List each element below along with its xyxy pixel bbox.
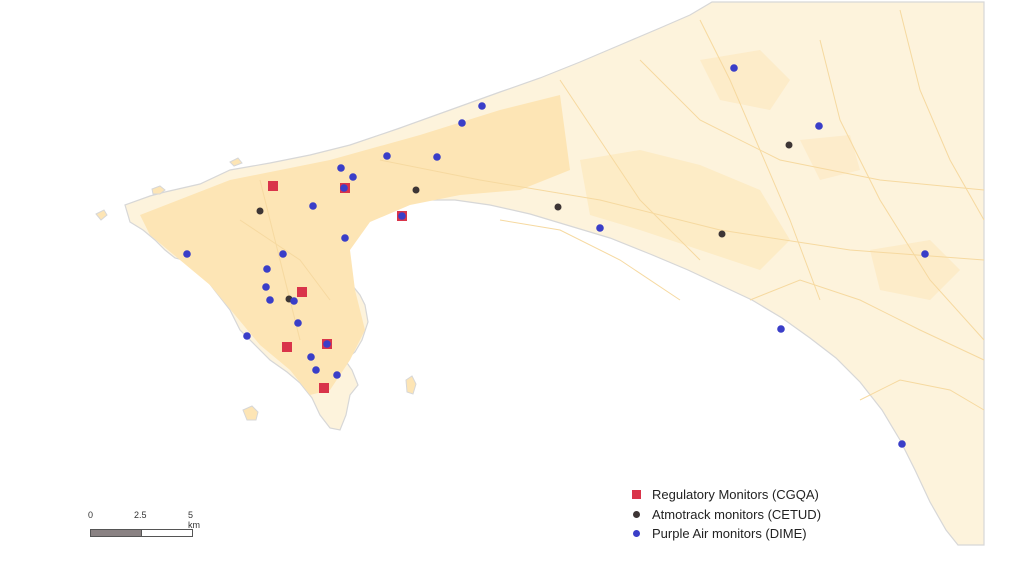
island-goree	[405, 375, 417, 395]
legend-label-atmotrack: Atmotrack monitors (CETUD)	[652, 506, 822, 522]
purple-air-monitor-marker	[458, 119, 466, 127]
purple-air-monitor-marker	[262, 283, 270, 291]
regulatory-monitor-marker	[282, 342, 292, 352]
island-north	[151, 185, 166, 195]
purple-air-monitor-marker	[478, 102, 486, 110]
atmotrack-monitor-marker	[554, 203, 562, 211]
scale-bar-light-segment	[141, 529, 193, 537]
purple-air-monitor-marker	[290, 297, 298, 305]
scale-tick-2-5: 2.5	[134, 510, 147, 520]
legend-item-atmotrack: Atmotrack monitors (CETUD)	[620, 505, 821, 525]
purple-air-monitor-marker	[312, 366, 320, 374]
legend-item-regulatory: Regulatory Monitors (CGQA)	[620, 485, 821, 505]
legend-label-regulatory: Regulatory Monitors (CGQA)	[652, 487, 819, 503]
road-network	[239, 9, 985, 411]
dark-dot-icon	[632, 510, 640, 518]
purple-air-monitor-marker	[815, 122, 823, 130]
legend-label-purple-air: Purple Air monitors (DIME)	[652, 526, 807, 542]
atmotrack-monitor-marker	[412, 186, 420, 194]
land-area	[124, 1, 985, 546]
atmotrack-monitor-marker	[785, 141, 793, 149]
purple-air-monitor-marker	[263, 265, 271, 273]
purple-air-monitor-marker	[340, 184, 348, 192]
scale-bar: 0 2.5 5 km	[88, 510, 200, 540]
purple-air-monitor-marker	[243, 332, 251, 340]
scale-tick-0: 0	[88, 510, 94, 520]
legend-item-purple-air: Purple Air monitors (DIME)	[620, 524, 821, 544]
purple-air-monitor-marker	[433, 153, 441, 161]
atmotrack-monitor-marker	[256, 207, 264, 215]
purple-air-monitor-marker	[349, 173, 357, 181]
regulatory-monitor-marker	[268, 181, 278, 191]
purple-air-monitor-marker	[777, 325, 785, 333]
island-madeleines	[242, 405, 259, 421]
scale-tick-5km: 5 km	[188, 510, 200, 530]
purple-air-monitor-marker	[898, 440, 906, 448]
purple-air-monitor-marker	[183, 250, 191, 258]
scale-bar-dark-segment	[90, 529, 142, 537]
purple-air-monitor-marker	[294, 319, 302, 327]
purple-air-monitor-marker	[596, 224, 604, 232]
island-small	[229, 157, 243, 167]
purple-air-monitor-marker	[921, 250, 929, 258]
urban-areas	[140, 50, 960, 395]
island-ngor	[95, 209, 108, 221]
purple-air-monitor-marker	[279, 250, 287, 258]
purple-air-monitor-marker	[730, 64, 738, 72]
atmotrack-monitor-marker	[718, 230, 726, 238]
legend: Regulatory Monitors (CGQA) Atmotrack mon…	[620, 485, 821, 544]
regulatory-monitor-marker	[319, 383, 329, 393]
purple-air-monitor-marker	[333, 371, 341, 379]
blue-dot-icon	[632, 530, 640, 538]
red-square-icon	[631, 490, 641, 500]
purple-air-monitor-marker	[398, 212, 406, 220]
purple-air-monitor-marker	[341, 234, 349, 242]
purple-air-monitor-marker	[323, 340, 331, 348]
purple-air-monitor-marker	[383, 152, 391, 160]
regulatory-monitor-marker	[297, 287, 307, 297]
purple-air-monitor-marker	[337, 164, 345, 172]
purple-air-monitor-marker	[309, 202, 317, 210]
purple-air-monitor-marker	[307, 353, 315, 361]
purple-air-monitor-marker	[266, 296, 274, 304]
